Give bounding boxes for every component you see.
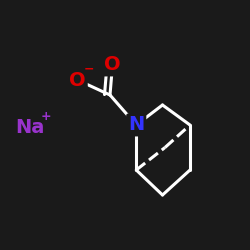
Text: +: + xyxy=(41,110,51,123)
Text: O: O xyxy=(69,70,86,90)
Text: −: − xyxy=(84,62,94,75)
Text: O: O xyxy=(104,56,121,74)
Text: N: N xyxy=(128,116,144,134)
Text: Na: Na xyxy=(15,118,45,137)
